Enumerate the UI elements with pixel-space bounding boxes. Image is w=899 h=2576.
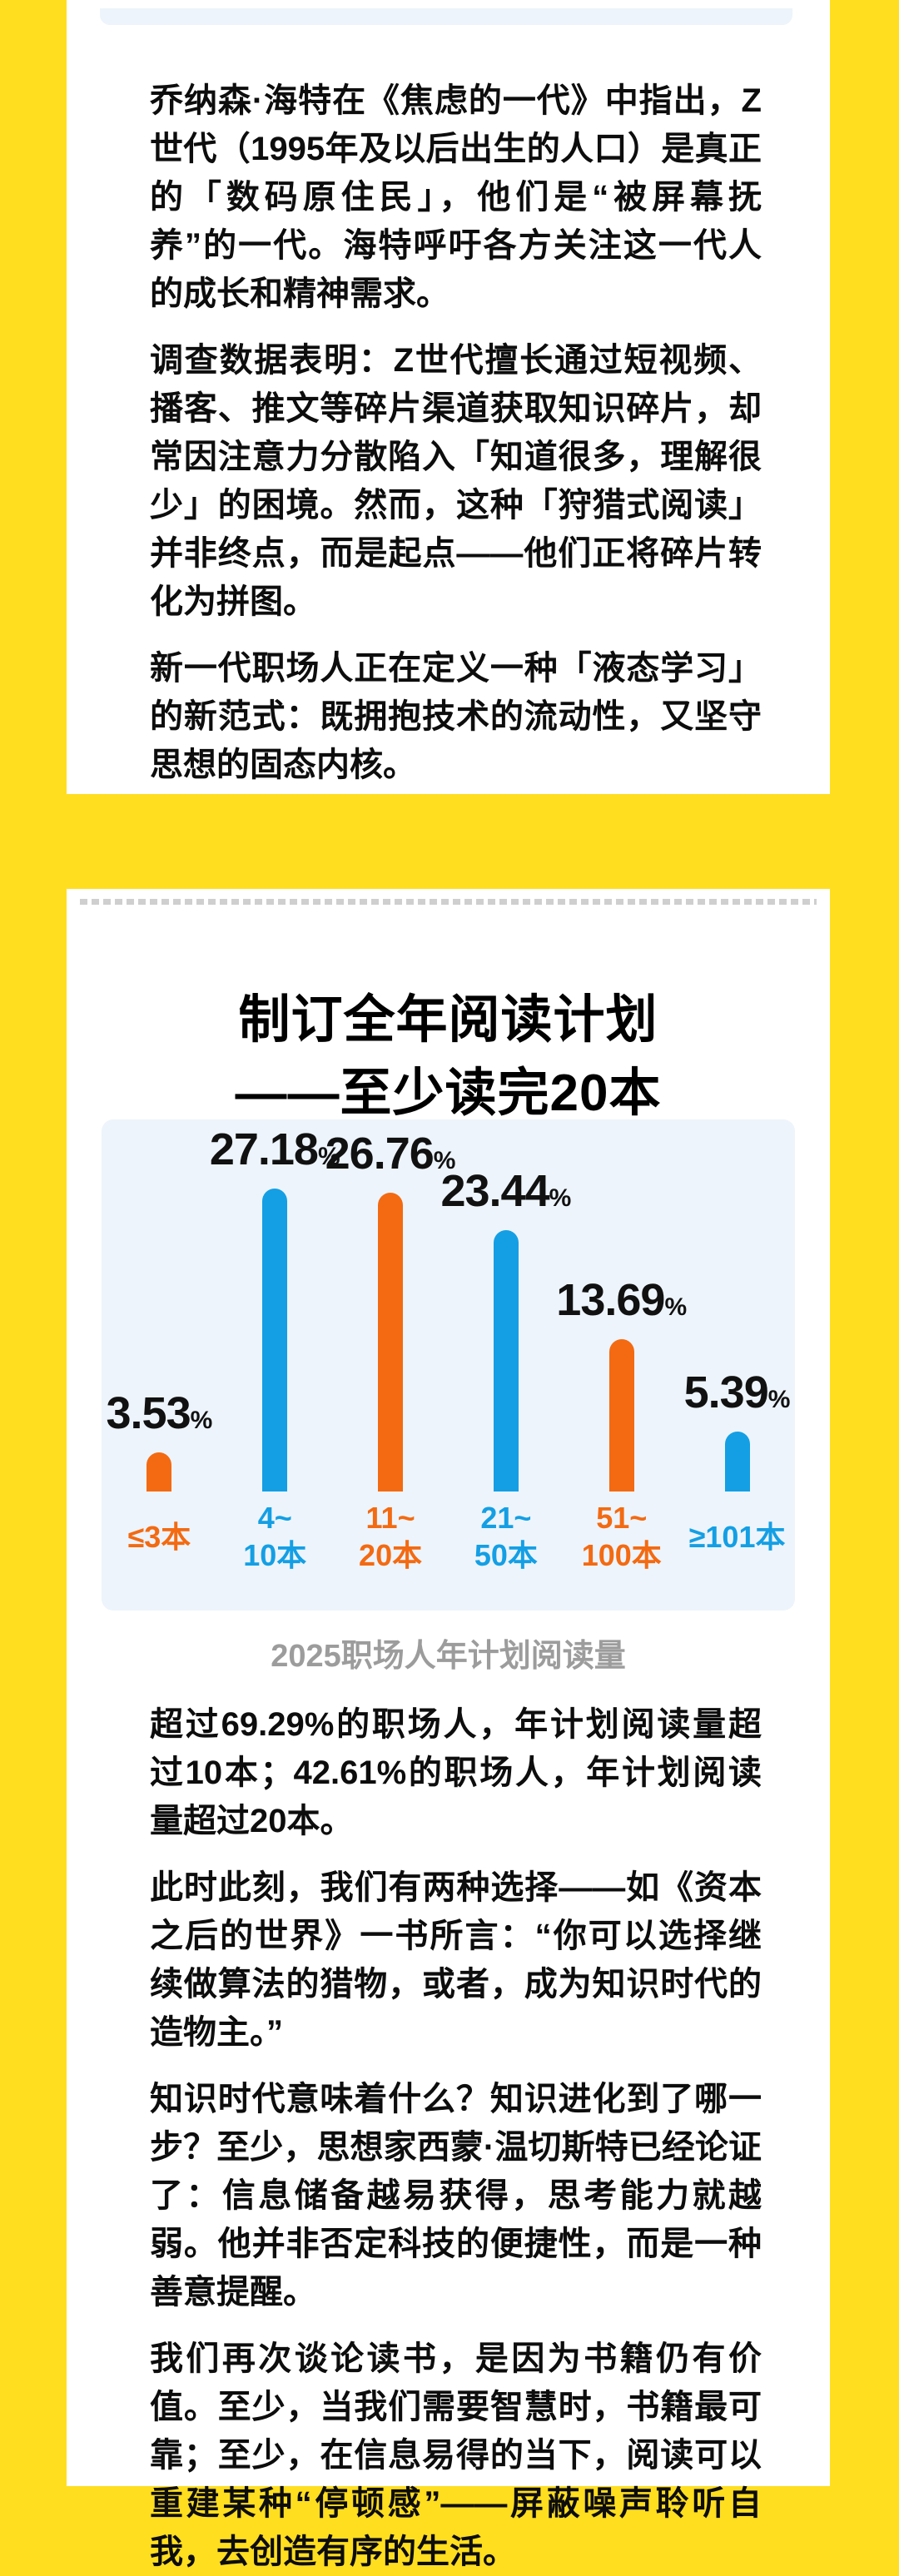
bar-value-label: 13.69% bbox=[556, 1274, 687, 1326]
category-label-line: ≥101本 bbox=[688, 1519, 786, 1554]
chart-column: 5.39% bbox=[679, 1119, 795, 1491]
paragraph: 此时此刻，我们有两种选择——如《资本之后的世界》一书所言：“你可以选择继续做算法… bbox=[150, 1869, 762, 2051]
chart-column: 23.44% bbox=[440, 1119, 571, 1491]
article-card-top: 乔纳森·海特在《焦虑的一代》中指出，Z世代（1995年及以后出生的人口）是真正的… bbox=[67, 0, 830, 794]
bar-value-label: 5.39% bbox=[684, 1367, 791, 1418]
paragraph: 我们再次谈论读书，是因为书籍仍有价值。至少，当我们需要智慧时，书籍最可靠；至少，… bbox=[150, 2340, 762, 2570]
category-label-line: 50本 bbox=[474, 1538, 538, 1572]
category-label-line: 10本 bbox=[243, 1538, 307, 1572]
percent-sign: % bbox=[190, 1407, 213, 1434]
bar-11~20本 bbox=[378, 1193, 404, 1491]
bar-value-label: 26.76% bbox=[325, 1128, 456, 1179]
category-label-≥101本: ≥101本 bbox=[679, 1491, 795, 1581]
bar-value-number: 5.39 bbox=[683, 1367, 769, 1417]
bar-value-number: 13.69 bbox=[556, 1275, 665, 1325]
category-label-line: 4~ bbox=[257, 1501, 292, 1535]
bar-value-number: 23.44 bbox=[440, 1166, 549, 1216]
bar-value-label: 27.18% bbox=[210, 1124, 340, 1175]
category-label-≤3本: ≤3本 bbox=[102, 1491, 217, 1581]
paragraph: 调查数据表明：Z世代擅长通过短视频、播客、推文等碎片渠道获取知识碎片，却常因注意… bbox=[150, 342, 762, 620]
percent-sign: % bbox=[664, 1293, 688, 1321]
bar-chart-bars: 3.53% 27.18% 26.76% 23.44% 13.69% 5.39% bbox=[102, 1119, 795, 1491]
chart-column: 3.53% bbox=[102, 1119, 217, 1491]
chart-column: 27.18% bbox=[210, 1119, 340, 1491]
chart-column: 13.69% bbox=[556, 1119, 687, 1491]
chart-title-line1: 制订全年阅读计划 bbox=[238, 990, 658, 1049]
bar-≤3本 bbox=[147, 1452, 172, 1491]
percent-sign: % bbox=[767, 1386, 791, 1413]
previous-chart-panel-remnant bbox=[100, 8, 792, 25]
paragraph: 知识时代意味着什么？知识进化到了哪一步？至少，思想家西蒙·温切斯特已经论证了：信… bbox=[150, 2081, 762, 2310]
category-label-line: 11~ bbox=[365, 1501, 415, 1535]
category-label-line: 51~ bbox=[596, 1501, 648, 1535]
percent-sign: % bbox=[549, 1184, 572, 1212]
chart-card: 制订全年阅读计划 ——至少读完20本 3.53% 27.18% 26.76% 23.4… bbox=[67, 889, 830, 2570]
category-label-21~50本: 21~ 50本 bbox=[448, 1491, 564, 1581]
percent-sign: % bbox=[317, 1143, 340, 1170]
paragraph-block: 乔纳森·海特在《焦虑的一代》中指出，Z世代（1995年及以后出生的人口）是真正的… bbox=[150, 77, 762, 789]
bar-value-number: 26.76 bbox=[325, 1129, 435, 1179]
bar-value-number: 27.18 bbox=[209, 1124, 319, 1174]
category-label-51~100本: 51~ 100本 bbox=[564, 1491, 679, 1581]
chart-title-line2: ——至少读完20本 bbox=[235, 1064, 662, 1122]
chart-column: 26.76% bbox=[325, 1119, 455, 1491]
bar-4~10本 bbox=[262, 1189, 288, 1491]
category-label-4~10本: 4~ 10本 bbox=[217, 1491, 333, 1581]
paragraph: 乔纳森·海特在《焦虑的一代》中指出，Z世代（1995年及以后出生的人口）是真正的… bbox=[150, 82, 762, 312]
bar-≥101本 bbox=[724, 1432, 750, 1491]
percent-sign: % bbox=[433, 1147, 456, 1174]
category-label-11~20本: 11~ 20本 bbox=[333, 1491, 449, 1581]
bar-chart-categories: ≤3本 4~ 10本 11~ 20本 21~ 50本 51~ 100本 ≥101本 bbox=[102, 1491, 795, 1581]
chart-section-title: 制订全年阅读计划 ——至少读完20本 bbox=[67, 984, 830, 1130]
category-label-line: 20本 bbox=[359, 1538, 423, 1572]
bar-chart: 3.53% 27.18% 26.76% 23.44% 13.69% 5.39% ≤3本 4~… bbox=[102, 1119, 795, 1611]
bar-21~50本 bbox=[493, 1230, 519, 1491]
paragraph: 超过69.29%的职场人，年计划阅读量超过10本；42.61%的职场人，年计划阅… bbox=[150, 1706, 762, 1839]
bar-value-number: 3.53 bbox=[106, 1388, 191, 1438]
chart-caption: 2025职场人年计划阅读量 bbox=[271, 1639, 626, 1674]
category-label-line: 100本 bbox=[581, 1538, 662, 1572]
bar-value-label: 23.44% bbox=[440, 1165, 571, 1217]
bar-value-label: 3.53% bbox=[107, 1387, 213, 1439]
dashed-divider bbox=[80, 899, 817, 905]
category-label-line: ≤3本 bbox=[127, 1519, 191, 1554]
paragraph: 新一代职场人正在定义一种「液态学习」的新范式：既拥抱技术的流动性，又坚守思想的固… bbox=[150, 650, 762, 783]
paragraph-block: 超过69.29%的职场人，年计划阅读量超过10本；42.61%的职场人，年计划阅… bbox=[150, 1700, 762, 2576]
category-label-line: 21~ bbox=[480, 1501, 532, 1535]
bar-51~100本 bbox=[608, 1339, 634, 1491]
